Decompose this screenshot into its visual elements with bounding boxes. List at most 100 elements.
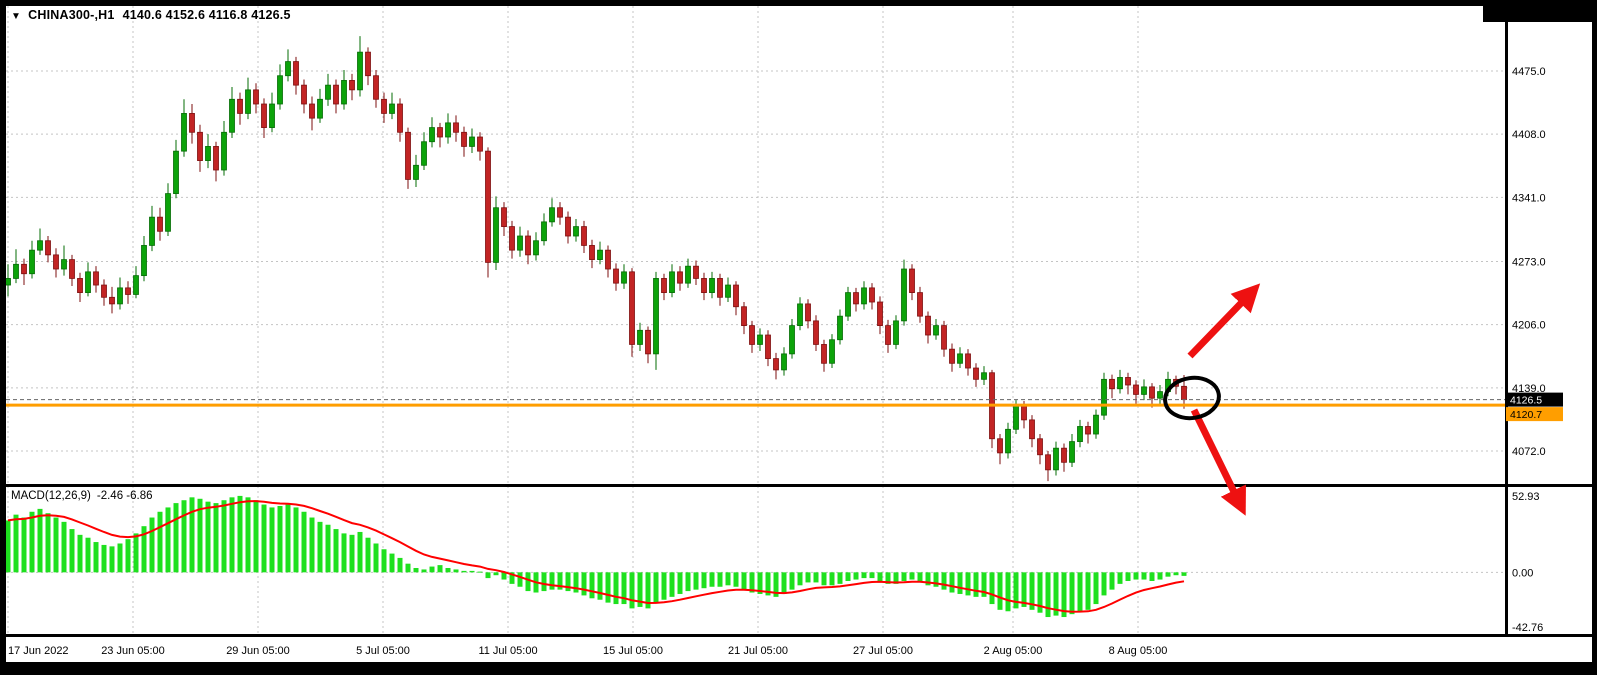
macd-bar: [773, 572, 779, 597]
candle-body-down: [509, 226, 515, 251]
macd-bar: [861, 572, 867, 579]
candle-body-down: [293, 61, 299, 86]
candle-body-down: [477, 136, 483, 152]
candle-body-up: [469, 136, 475, 147]
macd-bar: [1037, 572, 1043, 613]
macd-bar: [469, 570, 475, 573]
candle-body-down: [677, 271, 683, 284]
macd-bar: [613, 572, 619, 605]
candle-body-up: [165, 193, 171, 232]
candle-body-down: [581, 226, 587, 246]
ohlc-values: 4140.6 4152.6 4116.8 4126.5: [122, 8, 291, 22]
macd-bar: [85, 537, 91, 573]
macd-bar: [1149, 572, 1155, 581]
time-axis[interactable]: 17 Jun 2022 23 Jun 05:00 29 Jun 05:00 5 Jul…: [8, 645, 1167, 657]
macd-bar: [29, 511, 35, 573]
candle-body-up: [845, 292, 851, 317]
macd-values: -2.46 -6.86: [96, 490, 153, 502]
top-right-block: [1483, 6, 1592, 22]
macd-histogram: [5, 495, 1187, 618]
annotations[interactable]: [1162, 283, 1261, 516]
macd-bar: [261, 504, 267, 573]
candle-body-down: [381, 98, 387, 114]
macd-bar: [205, 501, 211, 573]
candle-body-down: [693, 265, 699, 279]
macd-bar: [341, 533, 347, 573]
candle-body-up: [173, 150, 179, 194]
candle-body-up: [781, 353, 787, 371]
price-tick-label: 4072.0: [1512, 446, 1546, 458]
macd-tick-label: 52.93: [1512, 491, 1540, 503]
macd-bar: [325, 524, 331, 573]
macd-bar: [181, 500, 187, 573]
candle-body-up: [317, 98, 323, 119]
trend-arrow-down[interactable]: [1190, 408, 1246, 516]
frame-top: [0, 0, 1597, 6]
macd-bar: [5, 520, 11, 573]
macd-bar: [1173, 572, 1179, 576]
highlight-ellipse[interactable]: [1162, 374, 1221, 421]
candle-body-down: [93, 271, 99, 286]
macd-bar: [245, 497, 251, 573]
candle-body-up: [669, 271, 675, 293]
macd-bar: [597, 572, 603, 600]
candle-body-down: [877, 301, 883, 326]
candle-body-down: [333, 84, 339, 105]
candle-body-up: [269, 103, 275, 128]
candle-body-up: [445, 122, 451, 138]
price-axis[interactable]: 4475.0 4408.0 4341.0 4273.0 4206.0 4139.0 4072…: [1512, 66, 1546, 634]
macd-bar: [669, 572, 675, 597]
macd-bar: [645, 572, 651, 609]
macd-bar: [557, 572, 563, 590]
hline-price-tag-text: 4120.7: [1510, 409, 1542, 421]
macd-bar: [973, 572, 979, 597]
candle-body-up: [37, 240, 43, 251]
candle-body-down: [109, 296, 115, 305]
bid-price-tag-text: 4126.5: [1510, 395, 1542, 407]
macd-bar: [253, 500, 259, 573]
macd-bar: [333, 529, 339, 573]
macd-bar: [373, 543, 379, 573]
time-tick-label: 2 Aug 05:00: [984, 645, 1043, 657]
macd-bar: [1061, 572, 1067, 618]
macd-bar: [653, 572, 659, 603]
macd-bar: [525, 572, 531, 592]
candle-body-down: [965, 353, 971, 369]
macd-bar: [1109, 572, 1115, 590]
macd-bar: [141, 526, 147, 573]
macd-bar: [701, 572, 707, 589]
candle-body-up: [285, 61, 291, 77]
candle-body-down: [501, 207, 507, 227]
candle-body-up: [757, 334, 763, 345]
candle-body-down: [69, 259, 75, 279]
macd-bar: [1133, 572, 1139, 580]
candle-body-down: [301, 84, 307, 105]
macd-bar: [381, 549, 387, 573]
time-tick-label: 11 Jul 05:00: [478, 645, 537, 657]
macd-bar: [661, 572, 667, 600]
macd-bar: [117, 543, 123, 573]
panel-separator: [0, 484, 1597, 487]
macd-bar: [637, 572, 643, 607]
candle-body-up: [1117, 377, 1123, 390]
candle-body-up: [85, 271, 91, 293]
candle-body-down: [189, 113, 195, 133]
macd-bar: [37, 508, 43, 573]
macd-bar: [1077, 572, 1083, 612]
macd-bar: [621, 572, 627, 605]
candle-body-down: [53, 254, 59, 270]
macd-bar: [157, 511, 163, 573]
price-tick-label: 4206.0: [1512, 320, 1546, 332]
candle-body-down: [773, 358, 779, 371]
macd-bar: [53, 517, 59, 573]
trend-arrow-up[interactable]: [1187, 283, 1261, 359]
macd-bar: [981, 572, 987, 597]
candle-body-down: [157, 216, 163, 232]
macd-bar: [461, 570, 467, 573]
candle-body-down: [1149, 386, 1155, 399]
candle-body-up: [229, 98, 235, 133]
macd-bar: [1181, 572, 1187, 576]
candle-body-down: [309, 103, 315, 119]
chart-collapse-icon[interactable]: ▼: [11, 11, 22, 22]
